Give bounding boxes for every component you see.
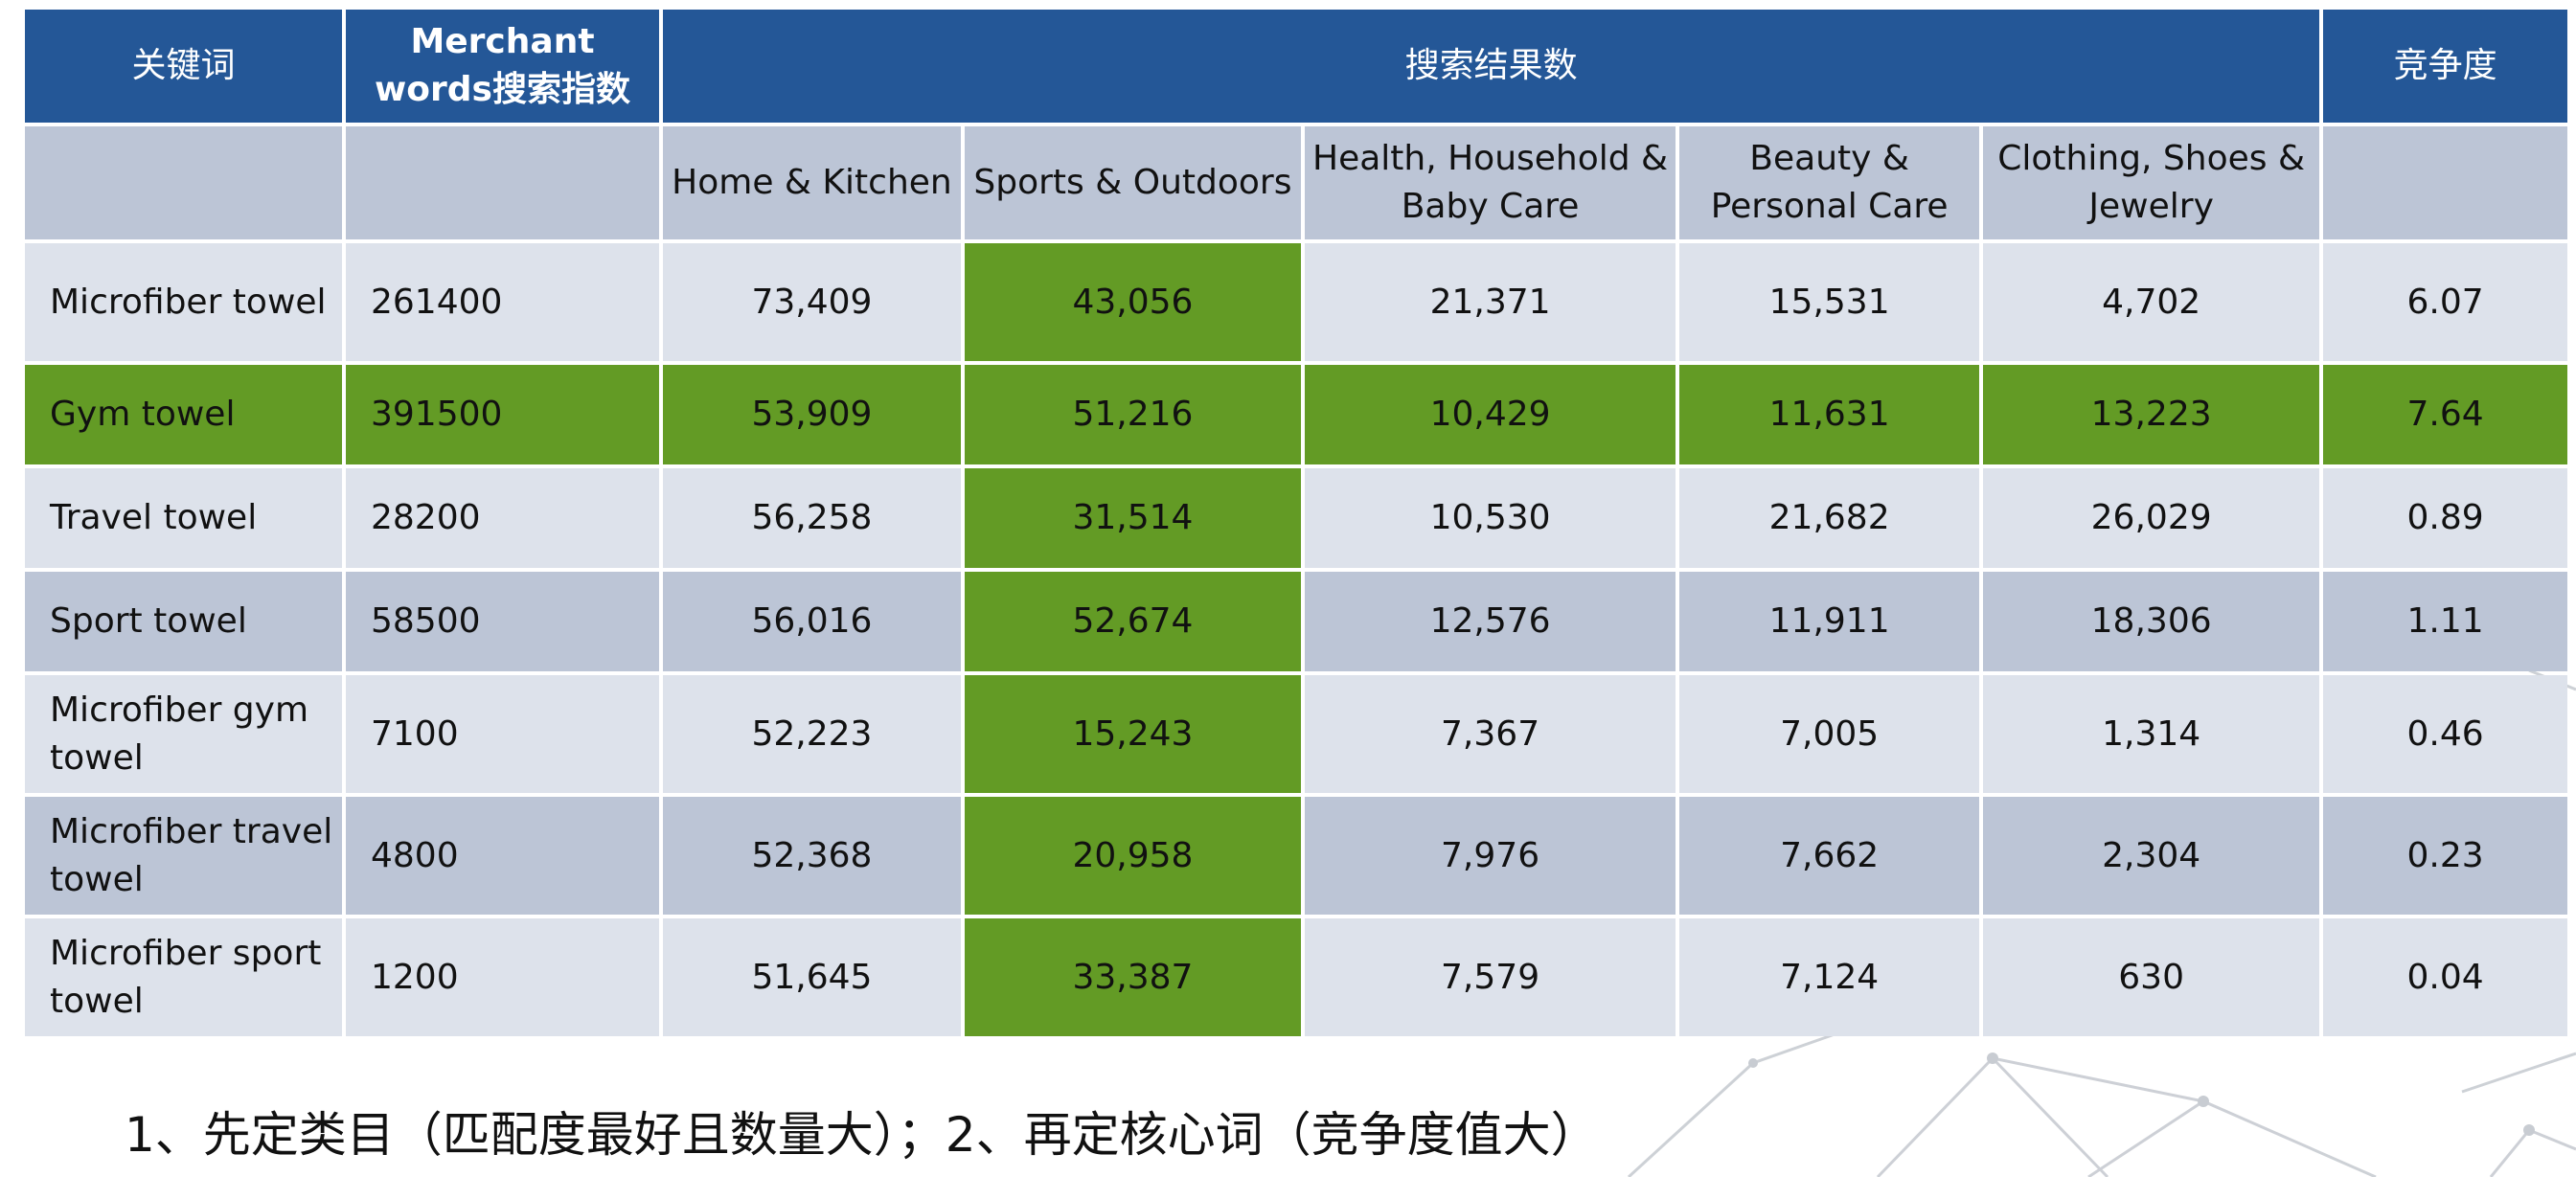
competition-cell: 0.46 [2323, 675, 2567, 793]
value-cell: 56,258 [662, 468, 961, 568]
value-cell-highlight: 31,514 [964, 468, 1301, 568]
value-cell: 26,029 [1983, 468, 2320, 568]
index-cell: 4800 [346, 797, 659, 915]
index-cell: 58500 [346, 572, 659, 671]
category-health-household: Health, Household & Baby Care [1304, 126, 1676, 239]
value-cell-highlight: 43,056 [964, 243, 1301, 361]
value-cell: 11,631 [1679, 365, 1980, 464]
value-cell-highlight: 20,958 [964, 797, 1301, 915]
index-cell: 1200 [346, 918, 659, 1036]
value-cell: 18,306 [1983, 572, 2320, 671]
value-cell: 7,662 [1679, 797, 1980, 915]
table-row: Travel towel 28200 56,258 31,514 10,530 … [25, 468, 2567, 568]
keyword-cell: Sport towel [25, 572, 342, 671]
table-row-highlight: Gym towel 391500 53,909 51,216 10,429 11… [25, 365, 2567, 464]
table-row: Microfiber sport towel 1200 51,645 33,38… [25, 918, 2567, 1036]
index-cell: 28200 [346, 468, 659, 568]
value-cell: 10,530 [1304, 468, 1676, 568]
header-competition: 竞争度 [2323, 10, 2567, 123]
value-cell: 7,367 [1304, 675, 1676, 793]
keyword-cell: Microfiber travel towel [25, 797, 342, 915]
footnote: 1、先定类目（匹配度最好且数量大）；2、再定核心词（竞争度值大） [125, 1107, 1599, 1163]
value-cell: 56,016 [662, 572, 961, 671]
value-cell: 12,576 [1304, 572, 1676, 671]
competition-cell: 1.11 [2323, 572, 2567, 671]
value-cell: 51,216 [964, 365, 1301, 464]
keyword-cell: Microfiber towel [25, 243, 342, 361]
table-row: Microfiber towel 261400 73,409 43,056 21… [25, 243, 2567, 361]
header-search-results: 搜索结果数 [662, 10, 2320, 123]
keyword-cell: Gym towel [25, 365, 342, 464]
header-keyword: 关键词 [25, 10, 342, 123]
keyword-cell: Travel towel [25, 468, 342, 568]
keyword-table: 关键词 Merchant words搜索指数 搜索结果数 竞争度 Home & … [21, 6, 2571, 1040]
value-cell: 21,682 [1679, 468, 1980, 568]
value-cell-highlight: 33,387 [964, 918, 1301, 1036]
category-home-kitchen: Home & Kitchen [662, 126, 961, 239]
table-row: Microfiber travel towel 4800 52,368 20,9… [25, 797, 2567, 915]
competition-cell: 7.64 [2323, 365, 2567, 464]
index-cell: 261400 [346, 243, 659, 361]
value-cell-highlight: 15,243 [964, 675, 1301, 793]
competition-cell: 6.07 [2323, 243, 2567, 361]
category-empty [25, 126, 342, 239]
value-cell: 53,909 [662, 365, 961, 464]
value-cell: 7,976 [1304, 797, 1676, 915]
category-row: Home & Kitchen Sports & Outdoors Health,… [25, 126, 2567, 239]
value-cell: 1,314 [1983, 675, 2320, 793]
keyword-cell: Microfiber gym towel [25, 675, 342, 793]
value-cell: 10,429 [1304, 365, 1676, 464]
value-cell: 73,409 [662, 243, 961, 361]
category-clothing-shoes-jewelry: Clothing, Shoes & Jewelry [1983, 126, 2320, 239]
keyword-cell: Microfiber sport towel [25, 918, 342, 1036]
value-cell: 51,645 [662, 918, 961, 1036]
header-merchant-words: Merchant words搜索指数 [346, 10, 659, 123]
value-cell: 7,005 [1679, 675, 1980, 793]
value-cell: 21,371 [1304, 243, 1676, 361]
competition-cell: 0.23 [2323, 797, 2567, 915]
value-cell: 15,531 [1679, 243, 1980, 361]
category-beauty-personal-care: Beauty & Personal Care [1679, 126, 1980, 239]
value-cell: 4,702 [1983, 243, 2320, 361]
value-cell: 630 [1983, 918, 2320, 1036]
category-empty [2323, 126, 2567, 239]
value-cell: 13,223 [1983, 365, 2320, 464]
table-row: Sport towel 58500 56,016 52,674 12,576 1… [25, 572, 2567, 671]
category-empty [346, 126, 659, 239]
header-row: 关键词 Merchant words搜索指数 搜索结果数 竞争度 [25, 10, 2567, 123]
category-sports-outdoors: Sports & Outdoors [964, 126, 1301, 239]
table-row: Microfiber gym towel 7100 52,223 15,243 … [25, 675, 2567, 793]
keyword-table-wrapper: 关键词 Merchant words搜索指数 搜索结果数 竞争度 Home & … [25, 10, 2571, 1040]
value-cell: 7,124 [1679, 918, 1980, 1036]
competition-cell: 0.89 [2323, 468, 2567, 568]
competition-cell: 0.04 [2323, 918, 2567, 1036]
index-cell: 7100 [346, 675, 659, 793]
value-cell: 2,304 [1983, 797, 2320, 915]
index-cell: 391500 [346, 365, 659, 464]
value-cell: 11,911 [1679, 572, 1980, 671]
value-cell: 52,223 [662, 675, 961, 793]
value-cell-highlight: 52,674 [964, 572, 1301, 671]
value-cell: 7,579 [1304, 918, 1676, 1036]
value-cell: 52,368 [662, 797, 961, 915]
